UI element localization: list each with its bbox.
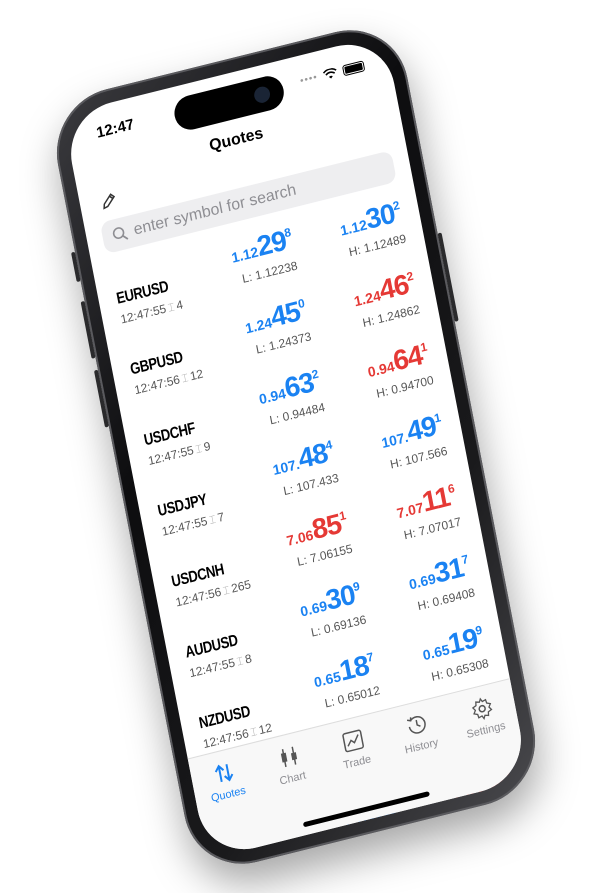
spread-icon: ⌶ bbox=[235, 655, 245, 669]
phone-frame: 12:47 •••• Quotes enter symbol for bbox=[46, 17, 546, 877]
ask-price-pip: 2 bbox=[391, 197, 401, 214]
spread-icon: ⌶ bbox=[208, 513, 217, 528]
bid-price-pip: 1 bbox=[338, 508, 348, 524]
volume-down-button bbox=[93, 369, 109, 428]
tab-label: Trade bbox=[342, 753, 373, 772]
gear-icon bbox=[471, 697, 493, 721]
tab-chart[interactable]: Chart bbox=[257, 738, 333, 843]
bid-price-pip: 0 bbox=[296, 295, 306, 312]
bid-price-prefix: 1.12 bbox=[230, 243, 260, 266]
history-clock-icon bbox=[407, 715, 427, 734]
bid-price-pip: 2 bbox=[310, 366, 320, 382]
bid-price-prefix: 107. bbox=[271, 455, 301, 479]
ask-price-pip: 1 bbox=[419, 339, 429, 355]
tab-label: Chart bbox=[278, 769, 308, 788]
ask-price-prefix: 0.94 bbox=[366, 357, 396, 381]
tab-quotes[interactable]: Quotes bbox=[193, 754, 269, 859]
pencil-edit-icon[interactable] bbox=[98, 190, 119, 212]
wifi-icon bbox=[322, 68, 337, 79]
phone-screen: 12:47 •••• Quotes enter symbol for bbox=[62, 34, 530, 860]
search-icon bbox=[112, 227, 129, 240]
ask-price-prefix: 0.65 bbox=[421, 641, 451, 664]
mute-switch bbox=[71, 251, 81, 283]
spread-value: 265 bbox=[229, 577, 253, 596]
bid-price-prefix: 7.06 bbox=[285, 526, 315, 549]
bid-price-prefix: 0.94 bbox=[257, 385, 288, 408]
ask-price-prefix: 0.69 bbox=[407, 570, 438, 593]
spread-icon: ⌶ bbox=[180, 372, 190, 386]
tab-label: History bbox=[403, 736, 440, 757]
tab-settings[interactable]: Settings bbox=[451, 690, 527, 795]
volume-up-button bbox=[80, 300, 96, 359]
ask-price-pip: 6 bbox=[446, 480, 456, 497]
search-bar[interactable]: enter symbol for search bbox=[99, 150, 398, 255]
ask-price-pip: 7 bbox=[460, 551, 470, 568]
bid-price-prefix: 0.65 bbox=[312, 668, 343, 691]
spread-value: 4 bbox=[174, 297, 185, 313]
bid-price-pip: 8 bbox=[282, 224, 293, 241]
status-icons: •••• bbox=[299, 60, 366, 88]
ask-price-pip: 2 bbox=[405, 268, 415, 285]
candlestick-chart-icon bbox=[280, 746, 297, 768]
bid-price-pip: 7 bbox=[365, 649, 375, 666]
bid-price-pip: 9 bbox=[351, 578, 361, 595]
spread-icon: ⌶ bbox=[166, 301, 176, 315]
quotes-arrows-icon bbox=[215, 763, 234, 783]
signal-icon: •••• bbox=[299, 71, 319, 88]
battery-icon bbox=[341, 60, 366, 77]
ask-price-pip: 1 bbox=[432, 410, 443, 426]
bid-price-pip: 4 bbox=[324, 437, 334, 453]
spread-icon: ⌶ bbox=[222, 584, 231, 598]
bid-price-prefix: 1.24 bbox=[243, 314, 274, 337]
ask-price-prefix: 107. bbox=[380, 428, 410, 452]
power-button bbox=[437, 232, 459, 322]
spread-icon: ⌶ bbox=[249, 725, 259, 740]
spread-value: 9 bbox=[202, 438, 212, 455]
status-bar: 12:47 •••• bbox=[63, 34, 395, 165]
trade-chart-icon bbox=[342, 729, 364, 753]
tab-trade[interactable]: Trade bbox=[322, 722, 398, 827]
ask-price-pip: 9 bbox=[474, 622, 484, 638]
tab-history[interactable]: History bbox=[386, 706, 462, 811]
spread-value: 12 bbox=[188, 366, 205, 384]
status-time: 12:47 bbox=[95, 115, 136, 142]
spread-icon: ⌶ bbox=[194, 442, 204, 457]
camera-icon bbox=[252, 84, 272, 105]
tab-bar: Quotes Chart Trade bbox=[187, 678, 530, 860]
ask-price-prefix: 1.12 bbox=[338, 216, 369, 239]
spread-value: 7 bbox=[216, 509, 226, 525]
spread-value: 12 bbox=[257, 720, 274, 738]
ask-price-prefix: 7.07 bbox=[395, 499, 425, 522]
spread-value: 8 bbox=[243, 651, 253, 667]
bid-price-prefix: 0.69 bbox=[298, 597, 329, 620]
ask-price-prefix: 1.24 bbox=[352, 287, 383, 310]
